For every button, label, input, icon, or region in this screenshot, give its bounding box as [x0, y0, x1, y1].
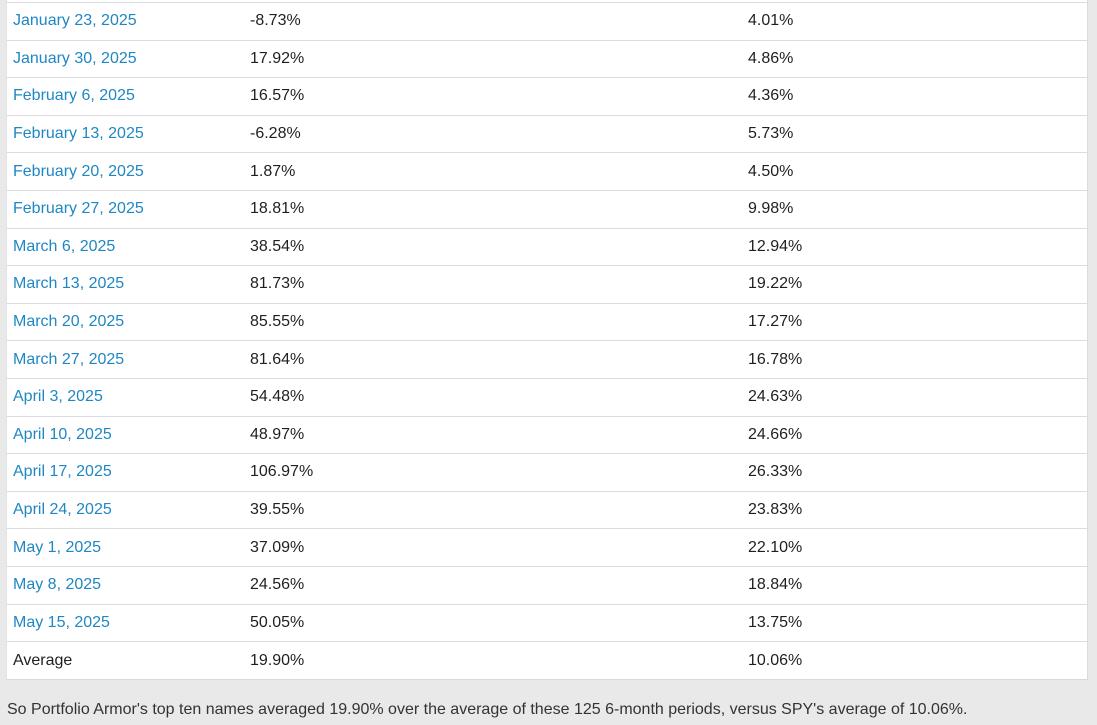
average-label-cell: Average: [7, 641, 244, 680]
date-cell: May 1, 2025: [7, 528, 244, 567]
spy-return-cell: 22.10%: [742, 528, 1087, 567]
top-ten-return-cell: -6.28%: [244, 114, 742, 153]
date-cell: April 17, 2025: [7, 453, 244, 492]
spy-return-cell: 5.73%: [742, 114, 1087, 153]
date-cell: March 20, 2025: [7, 302, 244, 341]
summary-paragraph: So Portfolio Armor's top ten names avera…: [7, 701, 968, 719]
spy-return-cell: 12.94%: [742, 227, 1087, 266]
date-link[interactable]: May 1, 2025: [13, 538, 102, 556]
top-ten-return-cell: 39.55%: [244, 490, 742, 529]
date-link[interactable]: May 8, 2025: [13, 576, 102, 594]
spy-return-cell: 9.98%: [742, 189, 1087, 229]
top-ten-return-cell: 16.57%: [244, 77, 742, 116]
top-ten-return-cell: 48.97%: [244, 415, 742, 454]
spy-return-cell: 13.75%: [742, 603, 1087, 642]
date-link[interactable]: March 20, 2025: [13, 313, 125, 331]
top-ten-return-cell: 17.92%: [244, 39, 742, 78]
date-link[interactable]: April 3, 2025: [13, 388, 103, 406]
returns-table-body: January 23, 2025 -8.73% 4.01% January 30…: [7, 2, 1087, 642]
spy-return-cell: 24.63%: [742, 377, 1087, 417]
top-ten-return-cell: 38.54%: [244, 227, 742, 266]
date-link[interactable]: April 24, 2025: [13, 501, 112, 519]
date-link[interactable]: January 23, 2025: [13, 12, 137, 30]
spy-return-cell: 4.86%: [742, 39, 1087, 78]
spy-return-cell: 24.66%: [742, 415, 1087, 454]
table-row: January 23, 2025 -8.73% 4.01%: [7, 2, 1087, 41]
date-cell: February 13, 2025: [7, 114, 244, 153]
table-row: March 20, 2025 85.55% 17.27%: [7, 302, 1087, 341]
date-link[interactable]: February 20, 2025: [13, 162, 144, 180]
date-link[interactable]: February 13, 2025: [13, 125, 144, 143]
date-cell: April 24, 2025: [7, 490, 244, 529]
date-cell: February 6, 2025: [7, 77, 244, 116]
average-row: Average 19.90% 10.06%: [7, 641, 1087, 680]
date-link[interactable]: February 27, 2025: [13, 200, 144, 218]
top-ten-return-cell: -8.73%: [244, 2, 742, 41]
table-row: February 6, 2025 16.57% 4.36%: [7, 77, 1087, 116]
table-row: February 13, 2025 -6.28% 5.73%: [7, 114, 1087, 153]
date-link[interactable]: March 6, 2025: [13, 237, 116, 255]
table-row: May 8, 2025 24.56% 18.84%: [7, 565, 1087, 604]
date-cell: January 23, 2025: [7, 2, 244, 41]
table-row: April 24, 2025 39.55% 23.83%: [7, 490, 1087, 529]
table-row: February 27, 2025 18.81% 9.98%: [7, 189, 1087, 229]
returns-table-footer-body: Average 19.90% 10.06%: [7, 641, 1087, 680]
spy-return-cell: 4.01%: [742, 2, 1087, 41]
spy-return-cell: 19.22%: [742, 265, 1087, 304]
date-link[interactable]: April 17, 2025: [13, 463, 112, 481]
top-ten-return-cell: 54.48%: [244, 377, 742, 417]
spy-return-cell: 17.27%: [742, 302, 1087, 341]
date-cell: May 15, 2025: [7, 603, 244, 642]
top-ten-return-cell: 37.09%: [244, 528, 742, 567]
date-cell: May 8, 2025: [7, 565, 244, 604]
spy-return-cell: 18.84%: [742, 565, 1087, 604]
returns-table: January 23, 2025 -8.73% 4.01% January 30…: [7, 2, 1087, 680]
table-row: April 10, 2025 48.97% 24.66%: [7, 415, 1087, 454]
date-link[interactable]: March 27, 2025: [13, 350, 125, 368]
top-ten-return-cell: 1.87%: [244, 152, 742, 191]
spy-return-cell: 26.33%: [742, 453, 1087, 492]
spy-return-cell: 4.50%: [742, 152, 1087, 191]
date-cell: April 3, 2025: [7, 377, 244, 417]
top-ten-return-cell: 81.64%: [244, 340, 742, 379]
table-row: January 30, 2025 17.92% 4.86%: [7, 39, 1087, 78]
date-link[interactable]: April 10, 2025: [13, 425, 112, 443]
spy-return-cell: 4.36%: [742, 77, 1087, 116]
date-cell: February 20, 2025: [7, 152, 244, 191]
date-link[interactable]: January 30, 2025: [13, 49, 137, 67]
date-cell: March 27, 2025: [7, 340, 244, 379]
top-ten-return-cell: 24.56%: [244, 565, 742, 604]
date-cell: February 27, 2025: [7, 189, 244, 229]
table-row: February 20, 2025 1.87% 4.50%: [7, 152, 1087, 191]
table-row: April 3, 2025 54.48% 24.63%: [7, 377, 1087, 417]
table-row: March 27, 2025 81.64% 16.78%: [7, 340, 1087, 379]
table-row: April 17, 2025 106.97% 26.33%: [7, 453, 1087, 492]
top-ten-return-cell: 50.05%: [244, 603, 742, 642]
date-link[interactable]: March 13, 2025: [13, 275, 125, 293]
top-ten-return-cell: 106.97%: [244, 453, 742, 492]
average-top-ten-return-cell: 19.90%: [244, 641, 742, 680]
top-ten-return-cell: 18.81%: [244, 189, 742, 229]
date-cell: April 10, 2025: [7, 415, 244, 454]
date-cell: March 6, 2025: [7, 227, 244, 266]
table-row: March 6, 2025 38.54% 12.94%: [7, 227, 1087, 266]
average-spy-return-cell: 10.06%: [742, 641, 1087, 680]
date-link[interactable]: May 15, 2025: [13, 613, 110, 631]
table-row: March 13, 2025 81.73% 19.22%: [7, 265, 1087, 304]
table-row: May 1, 2025 37.09% 22.10%: [7, 528, 1087, 567]
date-cell: January 30, 2025: [7, 39, 244, 78]
top-ten-return-cell: 81.73%: [244, 265, 742, 304]
spy-return-cell: 16.78%: [742, 340, 1087, 379]
date-cell: March 13, 2025: [7, 265, 244, 304]
date-link[interactable]: February 6, 2025: [13, 87, 135, 105]
table-row: May 15, 2025 50.05% 13.75%: [7, 603, 1087, 642]
spy-return-cell: 23.83%: [742, 490, 1087, 529]
top-ten-return-cell: 85.55%: [244, 302, 742, 341]
returns-table-card: January 23, 2025 -8.73% 4.01% January 30…: [6, 0, 1088, 681]
